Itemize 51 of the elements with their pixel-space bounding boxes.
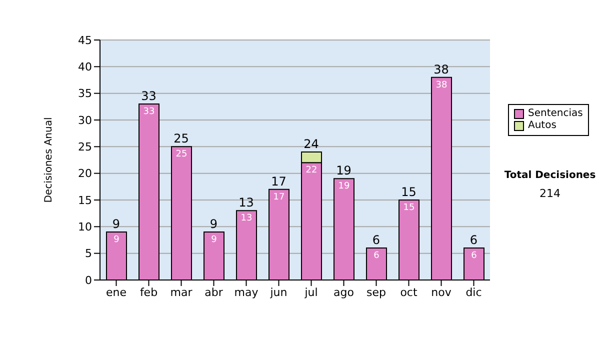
- x-tick-label: sep: [366, 286, 386, 299]
- data-label: 33: [143, 107, 155, 117]
- y-tick-label: 10: [78, 220, 92, 234]
- y-tick-label: 15: [78, 194, 92, 207]
- y-tick-label: 40: [78, 60, 92, 74]
- data-label: 6: [471, 251, 478, 261]
- data-label: 19: [338, 182, 350, 192]
- x-tick-label: oct: [400, 286, 418, 299]
- y-tick-label: 35: [78, 87, 92, 100]
- legend-label: Sentencias: [528, 108, 583, 120]
- y-tick-label: 5: [85, 247, 92, 260]
- x-tick-label: nov: [431, 286, 452, 299]
- legend-label: Autos: [528, 120, 556, 132]
- total-label: 17: [271, 174, 286, 188]
- x-tick-label: ene: [106, 286, 127, 299]
- data-label: 17: [273, 192, 285, 202]
- total-label: 25: [174, 132, 189, 146]
- total-label: 9: [210, 217, 218, 231]
- x-tick-label: jul: [304, 286, 318, 299]
- data-label: 22: [306, 166, 318, 176]
- data-label: 6: [374, 251, 380, 261]
- y-tick-label: 0: [85, 274, 92, 287]
- text: Total Decisiones: [503, 170, 597, 181]
- total-label: 33: [141, 89, 156, 103]
- y-axis-title: Decisiones Anual: [44, 117, 55, 203]
- total-label: 19: [336, 164, 352, 178]
- total-label: 6: [470, 233, 478, 247]
- text: 214: [538, 187, 562, 200]
- y-tick-label: 25: [78, 140, 92, 154]
- y-tick-label: 45: [78, 34, 92, 47]
- x-tick-label: ago: [334, 286, 354, 299]
- total-label: 38: [434, 62, 449, 76]
- total-label: 24: [304, 137, 319, 151]
- total-label: 6: [372, 233, 380, 247]
- x-tick-label: abr: [204, 286, 224, 299]
- y-tick-label: 20: [78, 167, 92, 180]
- x-tick-label: feb: [140, 286, 158, 299]
- data-label: 13: [240, 214, 252, 224]
- x-tick-label: jun: [269, 286, 288, 299]
- data-label: 38: [436, 80, 448, 90]
- total-label: 15: [401, 185, 416, 199]
- data-label: 25: [176, 150, 188, 160]
- x-tick-label: may: [234, 286, 259, 299]
- data-label: 9: [211, 235, 218, 245]
- total-label: 9: [112, 217, 120, 231]
- data-label: 15: [403, 203, 415, 213]
- y-tick-label: 30: [78, 114, 92, 127]
- x-tick-label: mar: [170, 286, 193, 299]
- data-label: 9: [114, 235, 120, 245]
- x-tick-label: dic: [466, 286, 482, 299]
- total-label: 13: [238, 196, 254, 210]
